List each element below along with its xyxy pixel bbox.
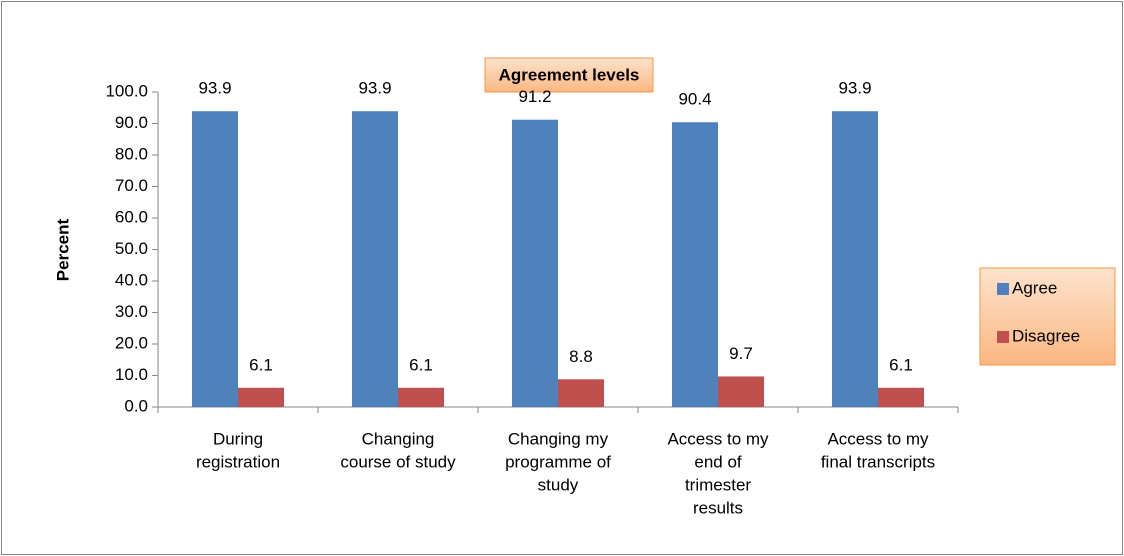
y-tick-label: 30.0 [115, 302, 148, 321]
legend-swatch [997, 331, 1009, 343]
bar [238, 387, 284, 407]
chart-title: Agreement levels [499, 65, 640, 84]
data-label: 93.9 [838, 79, 871, 98]
y-tick-label: 40.0 [115, 270, 148, 289]
bar [878, 387, 924, 407]
y-tick-label: 10.0 [115, 365, 148, 384]
y-tick-label: 20.0 [115, 333, 148, 352]
data-label: 90.4 [678, 90, 711, 109]
y-tick-label: 80.0 [115, 144, 148, 163]
legend-swatch [997, 283, 1009, 295]
y-tick-label: 100.0 [105, 81, 148, 100]
data-label: 9.7 [729, 344, 753, 363]
bar [192, 111, 238, 407]
y-tick-label: 70.0 [115, 176, 148, 195]
data-label: 93.9 [358, 79, 391, 98]
y-tick-label: 50.0 [115, 239, 148, 258]
legend-label: Disagree [1012, 326, 1080, 345]
bar [352, 111, 398, 407]
x-tick-label: registration [196, 452, 280, 471]
x-tick-label: programme of [505, 452, 611, 471]
data-label: 6.1 [889, 355, 913, 374]
bar [832, 111, 878, 407]
x-tick-label: Access to my [827, 429, 929, 448]
x-tick-label: end of [694, 452, 742, 471]
y-tick-label: 0.0 [124, 396, 148, 415]
bar [718, 376, 764, 407]
x-tick-label: During [213, 429, 263, 448]
x-tick-label: results [693, 498, 743, 517]
data-label: 93.9 [198, 79, 231, 98]
data-label: 6.1 [409, 355, 433, 374]
y-tick-label: 60.0 [115, 207, 148, 226]
x-tick-label: trimester [685, 475, 751, 494]
x-tick-label: final transcripts [821, 452, 935, 471]
title-box [484, 57, 654, 93]
y-axis-label: Percent [53, 218, 72, 281]
x-tick-label: Changing [362, 429, 435, 448]
x-tick-label: Changing my [508, 429, 609, 448]
bar [672, 122, 718, 408]
data-label: 91.2 [518, 87, 551, 106]
data-label: 8.8 [569, 347, 593, 366]
x-tick-label: study [538, 475, 579, 494]
bar [398, 387, 444, 407]
y-tick-label: 90.0 [115, 113, 148, 132]
bar [512, 119, 558, 407]
x-tick-label: Access to my [667, 429, 769, 448]
data-label: 6.1 [249, 355, 273, 374]
x-tick-label: course of study [340, 452, 456, 471]
legend-label: Agree [1012, 278, 1057, 297]
bar [558, 379, 604, 407]
